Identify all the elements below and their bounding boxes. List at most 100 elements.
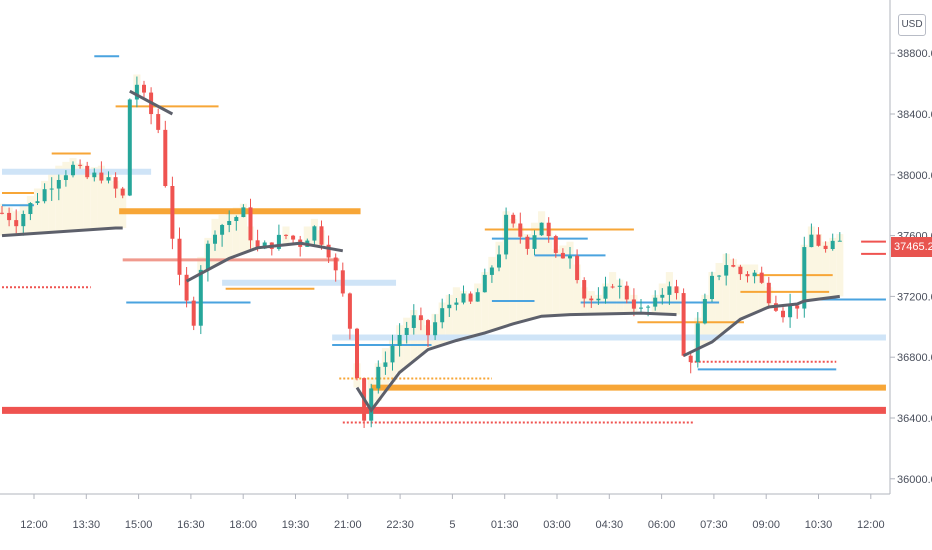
candle-body [241, 207, 246, 218]
vwap-line [1, 89, 840, 414]
band-fill [566, 241, 574, 315]
candle-body [390, 345, 395, 363]
band-fill [467, 294, 475, 337]
vwap-path [129, 89, 174, 116]
candle-body [369, 388, 374, 421]
time-tick-label: 19:30 [282, 519, 310, 531]
candle-body [497, 254, 501, 268]
band-fill [516, 226, 524, 322]
time-tick-label: 16:30 [177, 519, 205, 531]
candle-body [674, 286, 679, 294]
band-fill [743, 264, 752, 317]
band-fill [48, 173, 56, 233]
candle-body [78, 164, 83, 166]
candle-body [56, 179, 61, 189]
vwap-path [682, 294, 840, 358]
level-lines [2, 55, 886, 424]
candle-body [823, 245, 828, 250]
candle-body [142, 84, 146, 93]
candle-body [92, 172, 97, 178]
price-tick-label: 37200.00 [897, 291, 932, 303]
candle-body [681, 293, 686, 356]
candle-body [284, 234, 288, 236]
time-tick-label: 21:00 [334, 519, 362, 531]
candle-body [433, 322, 438, 336]
price-tick-label: 36800.00 [897, 352, 932, 364]
band-fill [736, 264, 744, 320]
time-tick-label: 09:00 [752, 519, 780, 531]
candle-body [596, 298, 601, 301]
band-fill [822, 241, 830, 299]
band-fill [459, 291, 468, 339]
candle-body [14, 220, 19, 227]
candle-body [482, 274, 487, 293]
price-tick-label: 36000.00 [897, 474, 932, 486]
candle-body [170, 186, 175, 239]
candle-body [802, 247, 807, 309]
candle-body [85, 165, 90, 178]
candle-body [291, 235, 296, 240]
candle-body [468, 293, 473, 302]
candle-body [568, 255, 572, 259]
candle-body [404, 327, 409, 335]
time-tick-label: 22:30 [386, 519, 414, 531]
candle-body [276, 234, 281, 249]
candle-body [816, 234, 821, 246]
band-fill [90, 167, 98, 230]
candle-body [184, 274, 189, 301]
candle-body [702, 299, 707, 324]
band-fill [97, 165, 105, 229]
candle-body [489, 267, 494, 275]
band-fill [814, 234, 823, 300]
candle-body [397, 334, 402, 346]
candle-body [220, 225, 225, 235]
candle-body [603, 286, 608, 299]
candle-body [518, 223, 523, 237]
time-tick-label: 07:30 [700, 519, 728, 531]
time-tick-label: 06:00 [648, 519, 676, 531]
band-fill [502, 211, 510, 327]
band-fill [495, 241, 503, 329]
vwap-path [185, 241, 344, 283]
candle-body [830, 240, 835, 250]
band-fill [530, 222, 539, 319]
candle-body [156, 114, 161, 130]
time-tick-label: 04:30 [596, 519, 624, 531]
candle-body [546, 222, 551, 237]
candle-body [205, 243, 210, 270]
band-fill [559, 245, 567, 316]
time-tick-label: 10:30 [805, 519, 833, 531]
currency-label[interactable]: USD [898, 14, 926, 36]
candle-body [745, 274, 750, 277]
candle-body [440, 308, 445, 323]
price-tick-label: 38000.00 [897, 170, 932, 182]
candle-body [759, 272, 764, 283]
candle-body [532, 235, 537, 249]
band-fill [445, 294, 453, 343]
candle-body [475, 292, 480, 302]
candle-body [589, 298, 594, 301]
candle-body [340, 270, 345, 294]
candle-body [35, 201, 40, 204]
band-fill [112, 180, 120, 228]
candle-body [21, 214, 26, 227]
candle-body [227, 220, 232, 226]
candle-body [688, 355, 693, 363]
candle-body [333, 257, 338, 271]
candle-body [198, 269, 203, 326]
time-tick-label: 12:00 [20, 519, 48, 531]
band-fill [62, 161, 70, 232]
vwap-path [355, 311, 677, 414]
candle-body [646, 306, 651, 308]
price-tick-label: 36400.00 [897, 413, 932, 425]
band-fill [0, 203, 6, 236]
candle-body [0, 212, 4, 214]
candle-body [134, 84, 139, 100]
candle-body [461, 293, 466, 303]
candle-body [560, 252, 565, 259]
time-tick-label: 15:00 [125, 519, 153, 531]
candle-body [660, 294, 665, 298]
candle-body [319, 226, 324, 245]
candle-body [504, 214, 509, 255]
